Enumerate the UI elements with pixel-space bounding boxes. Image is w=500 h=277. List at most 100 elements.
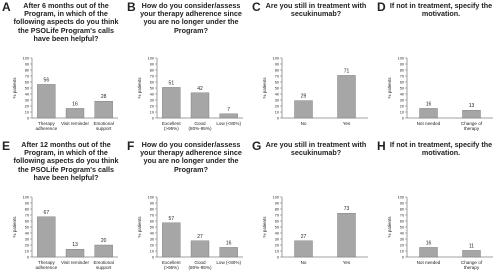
y-tick-label: 30 (150, 98, 154, 102)
chart-title: After 12 months out of the Program, in w… (13, 140, 119, 182)
value-label: 71 (344, 68, 350, 74)
y-tick-label: 20 (150, 104, 154, 108)
y-tick-label: 60 (150, 219, 154, 223)
y-tick-label: 30 (25, 237, 29, 241)
y-tick-label: 30 (400, 98, 404, 102)
y-tick-label: 60 (400, 80, 404, 84)
x-tick-label: No (300, 260, 307, 265)
y-tick-label: 70 (25, 74, 29, 78)
chart-panel: % patients 0 10 20 30 40 50 60 70 80 90 100 57 27 16 F H… (125, 139, 250, 277)
value-label: 11 (469, 243, 474, 249)
x-tick-label: Excellent (>95%) (162, 121, 181, 131)
value-label: 16 (426, 240, 432, 246)
bar (190, 240, 210, 258)
y-tick-label: 0 (402, 116, 404, 120)
chart-title: Are you still in treatment with secukinu… (265, 140, 367, 158)
y-tick-label: 100 (148, 56, 154, 60)
x-tick-label: Visit reminder (61, 121, 89, 126)
y-tick-label: 70 (25, 213, 29, 217)
bar (162, 222, 181, 258)
chart-panel: % patients 0 10 20 30 40 50 60 70 80 90 100 27 73 G Are… (250, 139, 375, 277)
value-label: 73 (344, 206, 350, 212)
y-tick-label: 20 (400, 104, 404, 108)
bar (94, 244, 113, 258)
y-tick-label: 50 (275, 86, 279, 90)
bar (190, 92, 210, 119)
x-tick-label: Yes (342, 121, 351, 126)
y-tick-label: 20 (25, 243, 29, 247)
chart-title: If not in treatment, specify the motivat… (389, 140, 493, 158)
x-tick-label: Excellent (>95%) (162, 260, 181, 270)
value-label: 56 (44, 77, 50, 83)
y-tick-label: 100 (23, 56, 29, 60)
bar (37, 84, 56, 119)
y-tick-label: 90 (25, 201, 29, 205)
y-axis-label: % patients (12, 216, 17, 238)
y-tick-label: 20 (275, 104, 279, 108)
y-axis-label: % patients (137, 216, 142, 238)
x-tick-label: Not needed (416, 121, 441, 126)
y-tick-label: 30 (400, 237, 404, 241)
x-tick-label: Emotional support (93, 121, 114, 131)
chart-title: After 6 months out of the Program, in wh… (13, 1, 119, 43)
x-tick-label: Not needed (416, 260, 441, 265)
x-tick-label: Visit reminder (61, 260, 89, 265)
y-tick-label: 80 (275, 68, 279, 72)
value-label: 7 (227, 107, 230, 113)
y-tick-label: 50 (275, 225, 279, 229)
bar (419, 108, 438, 119)
y-tick-label: 90 (25, 62, 29, 66)
y-tick-label: 10 (400, 110, 404, 114)
value-label: 13 (469, 103, 475, 109)
value-label: 67 (44, 210, 50, 216)
y-tick-label: 40 (25, 92, 29, 96)
value-label: 29 (301, 94, 307, 100)
y-tick-label: 70 (275, 74, 279, 78)
y-tick-label: 40 (25, 231, 29, 235)
value-label: 42 (197, 86, 203, 92)
chart-panel: % patients 0 10 20 30 40 50 60 70 80 90 100 67 13 20 E A… (0, 139, 125, 277)
panel-label: G (252, 139, 262, 153)
y-axis-label: % patients (387, 216, 392, 238)
panel-label: H (377, 139, 386, 153)
y-tick-label: 90 (150, 62, 154, 66)
y-tick-label: 10 (275, 110, 279, 114)
y-tick-label: 0 (152, 255, 154, 259)
y-tick-label: 0 (152, 116, 154, 120)
y-tick-label: 40 (275, 231, 279, 235)
y-tick-label: 0 (27, 116, 29, 120)
bar (462, 250, 481, 258)
y-tick-label: 90 (400, 201, 404, 205)
y-tick-label: 100 (398, 56, 404, 60)
y-tick-label: 30 (275, 98, 279, 102)
value-label: 16 (72, 101, 78, 107)
bar (219, 247, 238, 258)
bar (162, 87, 181, 119)
value-label: 28 (101, 94, 107, 100)
y-axis-label: % patients (262, 77, 267, 99)
y-tick-label: 30 (150, 237, 154, 241)
y-tick-label: 40 (150, 92, 154, 96)
chart-panel: % patients 0 10 20 30 40 50 60 70 80 90 100 16 13 D If … (375, 0, 500, 138)
bar (94, 100, 113, 119)
y-tick-label: 20 (275, 243, 279, 247)
y-tick-label: 70 (150, 74, 154, 78)
y-tick-label: 100 (148, 195, 154, 199)
chart-title: If not in treatment, specify the motivat… (389, 1, 493, 19)
chart: % patients 0 10 20 30 40 50 60 70 80 90 100 16 13 (387, 56, 493, 120)
bar (65, 108, 85, 119)
x-tick-label: Therapy adherence (35, 260, 58, 270)
panel-label: E (2, 139, 11, 153)
y-tick-label: 40 (150, 231, 154, 235)
y-tick-label: 20 (150, 243, 154, 247)
bar (65, 248, 85, 258)
value-label: 57 (169, 216, 175, 222)
panel-label: C (252, 0, 261, 14)
y-tick-label: 100 (273, 56, 279, 60)
value-label: 27 (197, 234, 203, 240)
y-axis-label: % patients (12, 77, 17, 99)
y-axis-label: % patients (137, 77, 142, 99)
y-tick-label: 70 (150, 213, 154, 217)
bar (37, 216, 56, 258)
